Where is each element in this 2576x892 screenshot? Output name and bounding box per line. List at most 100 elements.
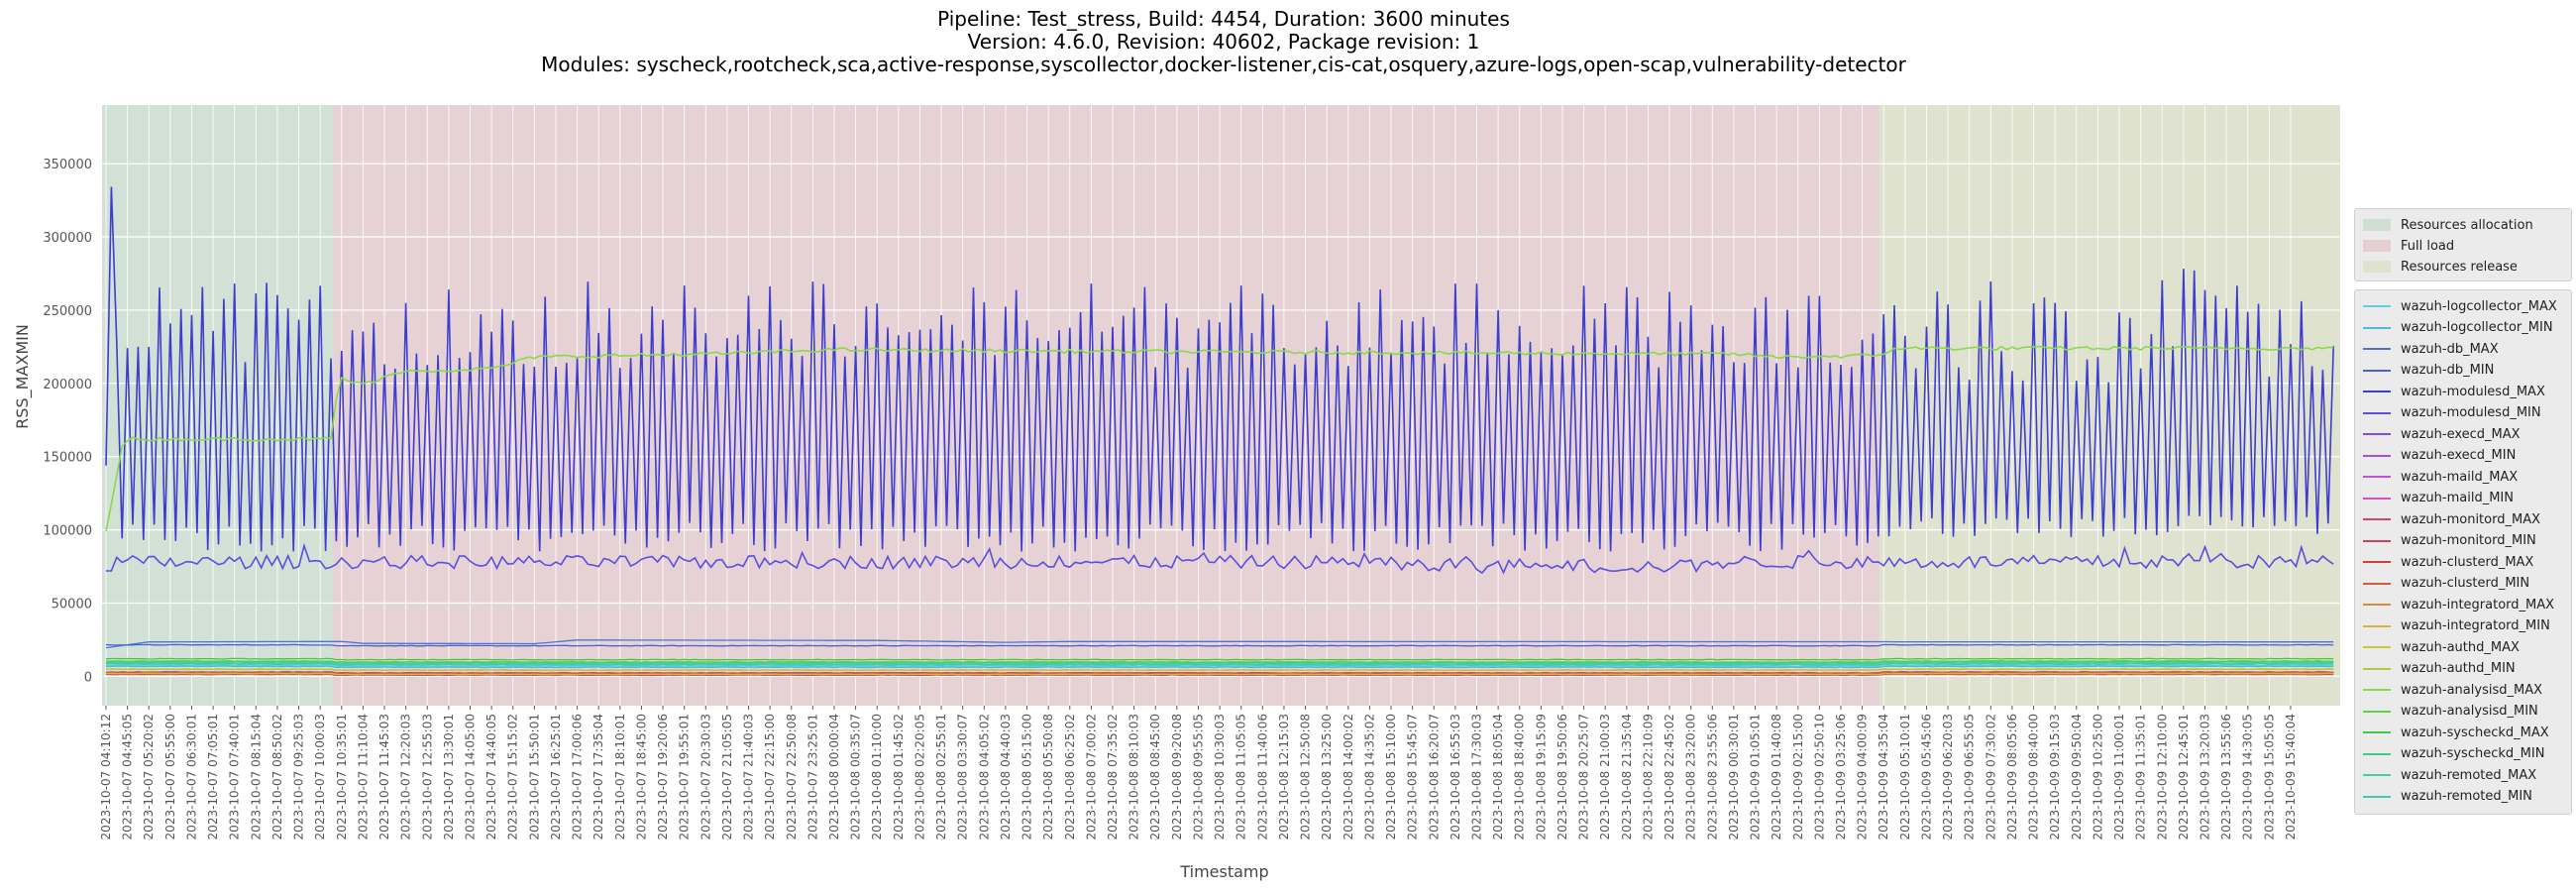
legend-line — [2363, 476, 2391, 478]
legend-label: wazuh-integratord_MAX — [2401, 597, 2555, 613]
legend-line — [2363, 411, 2391, 414]
series-line — [105, 186, 2334, 552]
series-line — [105, 665, 2334, 669]
x-tick-label: 2023-10-09 05:10:01 — [1898, 714, 1912, 839]
legend-label: wazuh-analysisd_MIN — [2401, 704, 2538, 719]
y-tick-label: 250000 — [43, 304, 92, 319]
x-tick-label: 2023-10-08 07:35:02 — [1106, 714, 1120, 839]
x-tick-label: 2023-10-07 17:00:06 — [571, 714, 585, 839]
series-legend-item: wazuh-modulesd_MAX — [2363, 382, 2545, 401]
x-tick-label: 2023-10-07 14:05:00 — [463, 714, 477, 839]
x-tick-label: 2023-10-09 14:30:05 — [2241, 714, 2255, 839]
series-legend-item: wazuh-integratord_MIN — [2363, 616, 2550, 636]
x-tick-label: 2023-10-07 06:30:01 — [184, 714, 198, 839]
series-line — [105, 672, 2334, 676]
series-line — [106, 663, 2334, 666]
x-tick-label: 2023-10-07 10:00:03 — [313, 714, 327, 839]
legend-label: wazuh-syscheckd_MAX — [2401, 725, 2549, 740]
x-tick-label: 2023-10-08 23:20:00 — [1684, 714, 1698, 839]
x-tick-label: 2023-10-07 04:45:05 — [121, 714, 135, 839]
legend-line — [2363, 348, 2391, 350]
legend-label: wazuh-maild_MIN — [2401, 491, 2514, 505]
phase-band — [102, 105, 334, 706]
legend-label: wazuh-syscheckd_MIN — [2401, 746, 2545, 761]
x-tick-label: 2023-10-08 02:55:01 — [934, 714, 948, 839]
x-tick-label: 2023-10-07 21:05:05 — [720, 714, 734, 839]
title-line-2: Version: 4.6.0, Revision: 40602, Package… — [967, 30, 1480, 54]
x-tick-label: 2023-10-07 22:50:08 — [785, 714, 799, 839]
y-tick-label: 200000 — [43, 378, 92, 392]
x-tick-label: 2023-10-09 10:25:00 — [2091, 714, 2104, 839]
series-line — [105, 657, 2334, 661]
legend-line — [2363, 624, 2391, 627]
x-tick-label: 2023-10-07 09:25:03 — [292, 714, 306, 839]
x-tick-label: 2023-10-08 01:45:02 — [892, 714, 906, 839]
legend-line — [2363, 497, 2391, 500]
legend-line — [2363, 604, 2391, 606]
x-tick-label: 2023-10-07 07:05:01 — [206, 714, 220, 839]
x-tick-label: 2023-10-09 15:40:04 — [2284, 714, 2298, 839]
series-legend-item: wazuh-integratord_MAX — [2363, 595, 2554, 614]
phase-legend-item: Full load — [2363, 236, 2454, 256]
series-line — [105, 668, 2334, 672]
x-tick-label: 2023-10-09 06:20:03 — [1941, 714, 1955, 839]
y-tick-label: 150000 — [43, 451, 92, 466]
x-tick-label: 2023-10-07 21:40:03 — [742, 714, 756, 839]
y-tick-label: 100000 — [43, 524, 92, 539]
series-legend: wazuh-logcollector_MAX wazuh-logcollector… — [2354, 289, 2572, 815]
series-line — [105, 661, 2334, 664]
series-legend-item: wazuh-remoted_MAX — [2363, 765, 2536, 785]
legend-line — [2363, 454, 2391, 457]
x-tick-label: 2023-10-07 20:30:03 — [698, 714, 712, 839]
x-tick-label: 2023-10-08 00:00:04 — [827, 714, 841, 839]
x-tick-label: 2023-10-08 19:50:06 — [1556, 714, 1569, 839]
legend-label: Resources allocation — [2401, 217, 2533, 233]
legend-swatch — [2363, 240, 2391, 252]
legend-label: wazuh-monitord_MAX — [2401, 511, 2540, 527]
legend-label: wazuh-logcollector_MIN — [2401, 320, 2553, 335]
x-tick-label: 2023-10-09 08:40:00 — [2027, 714, 2041, 839]
series-legend-item: wazuh-logcollector_MAX — [2363, 296, 2557, 316]
x-tick-label: 2023-10-09 04:35:04 — [1877, 714, 1890, 839]
legend-swatch — [2363, 219, 2391, 231]
x-tick-label: 2023-10-08 02:20:05 — [912, 714, 926, 839]
series-legend-item: wazuh-authd_MAX — [2363, 637, 2520, 657]
x-tick-label: 2023-10-07 15:50:01 — [527, 714, 541, 839]
x-tick-label: 2023-10-09 12:45:01 — [2177, 714, 2191, 839]
series-legend-item: wazuh-logcollector_MIN — [2363, 318, 2553, 338]
series-legend-item: wazuh-clusterd_MAX — [2363, 552, 2533, 572]
x-tick-label: 2023-10-09 02:15:00 — [1791, 714, 1805, 839]
legend-line — [2363, 390, 2391, 392]
series-lines — [105, 186, 2334, 677]
x-tick-label: 2023-10-07 10:35:01 — [335, 714, 349, 839]
x-tick-label: 2023-10-08 04:05:02 — [977, 714, 991, 839]
x-tick-label: 2023-10-08 07:00:02 — [1084, 714, 1098, 839]
legend-label: wazuh-maild_MAX — [2401, 469, 2519, 485]
x-tick-label: 2023-10-09 15:05:05 — [2262, 714, 2276, 839]
x-tick-label: 2023-10-08 08:10:03 — [1127, 714, 1141, 839]
legend-line — [2363, 582, 2391, 585]
series-legend-item: wazuh-modulesd_MIN — [2363, 403, 2541, 423]
y-axis-label: RSS_MAXMIN — [13, 324, 33, 429]
x-tick-label: 2023-10-07 22:15:00 — [763, 714, 777, 839]
series-legend-item: wazuh-execd_MIN — [2363, 446, 2516, 466]
x-tick-label: 2023-10-09 00:30:01 — [1727, 714, 1741, 839]
x-tick-label: 2023-10-07 15:15:02 — [506, 714, 520, 839]
x-tick-label: 2023-10-08 14:35:02 — [1362, 714, 1376, 839]
x-tick-label: 2023-10-09 03:25:06 — [1834, 714, 1848, 839]
y-tick-label: 300000 — [43, 231, 92, 246]
x-tick-label: 2023-10-07 08:15:04 — [249, 714, 263, 839]
x-tick-label: 2023-10-07 13:30:01 — [442, 714, 456, 839]
x-tick-label: 2023-10-08 15:10:00 — [1384, 714, 1398, 839]
x-tick-label: 2023-10-09 13:55:06 — [2219, 714, 2233, 839]
x-tick-label: 2023-10-09 05:45:06 — [1919, 714, 1933, 839]
series-legend-item: wazuh-monitord_MIN — [2363, 531, 2536, 551]
x-tick-label: 2023-10-08 19:15:09 — [1534, 714, 1548, 839]
series-legend-item: wazuh-db_MAX — [2363, 339, 2499, 359]
legend-line — [2363, 561, 2391, 563]
x-tick-label: 2023-10-08 23:55:06 — [1705, 714, 1719, 839]
legend-line — [2363, 646, 2391, 648]
x-tick-label: 2023-10-07 11:10:04 — [356, 714, 370, 839]
x-tick-label: 2023-10-09 09:15:03 — [2048, 714, 2062, 839]
legend-line — [2363, 518, 2391, 520]
